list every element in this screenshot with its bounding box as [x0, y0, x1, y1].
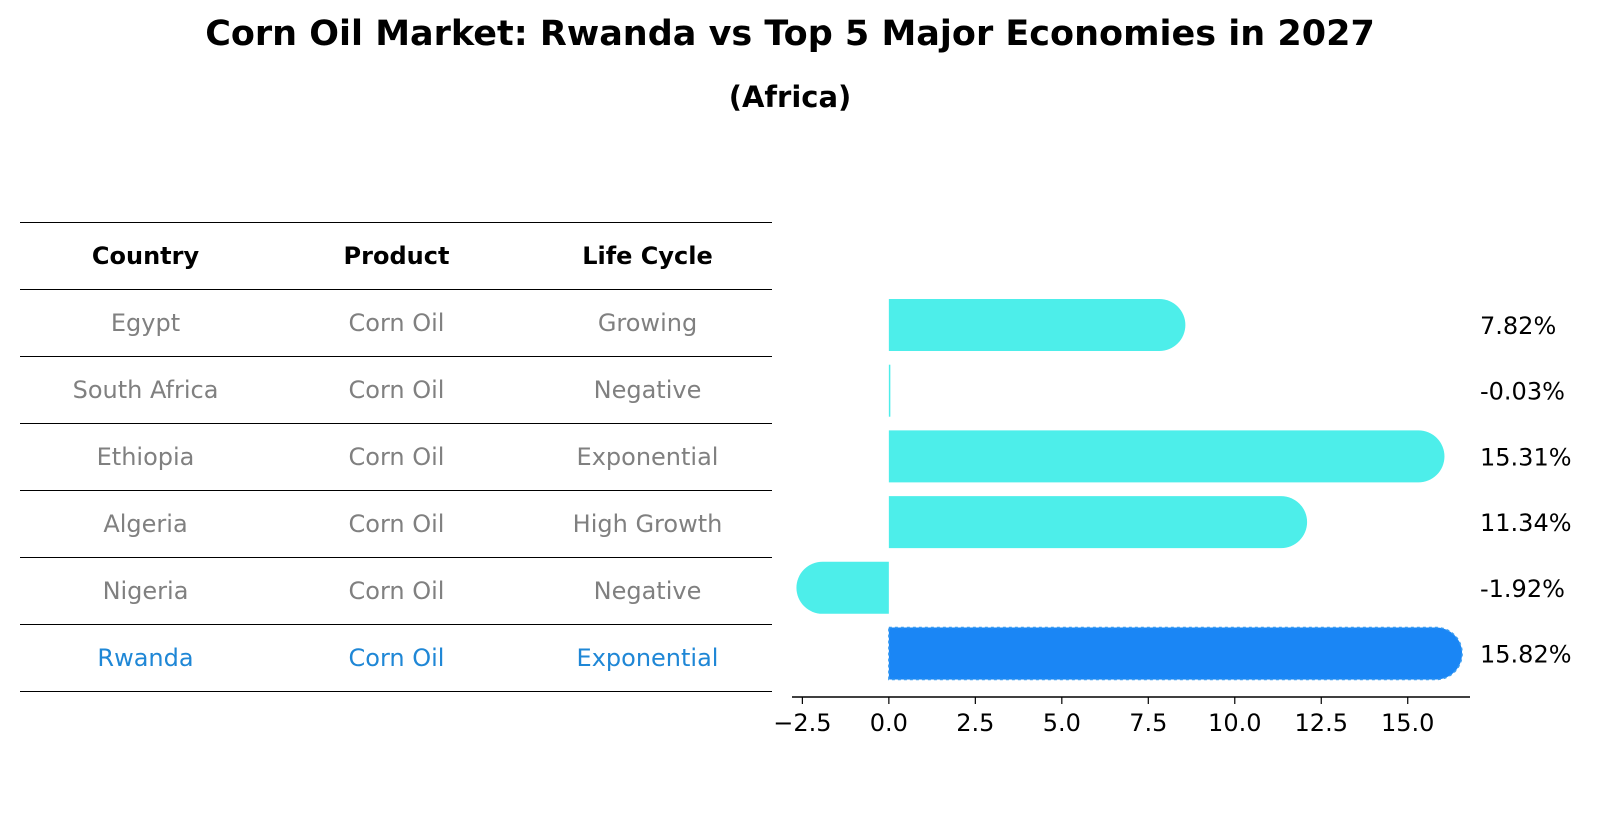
table-header-row: Country Product Life Cycle: [20, 222, 772, 289]
table-row: South Africa Corn Oil Negative: [20, 356, 772, 423]
country-cell: South Africa: [72, 376, 219, 404]
x-tick-label: 12.5: [1295, 709, 1348, 737]
product-cell: Corn Oil: [348, 644, 445, 672]
bar-highlighted: [888, 626, 1463, 681]
table-row: Egypt Corn Oil Growing: [20, 289, 772, 356]
x-tick-label: 5.0: [1043, 709, 1081, 737]
product-cell: Corn Oil: [348, 510, 445, 538]
life-cycle-cell: Growing: [597, 309, 698, 337]
x-tick-label: −2.5: [773, 709, 831, 737]
country-table: Country Product Life Cycle Egypt Corn Oi…: [20, 222, 772, 692]
bar: [888, 299, 1186, 351]
value-label: 7.82%: [1480, 312, 1556, 340]
life-cycle-cell: Negative: [593, 577, 702, 605]
product-cell: Corn Oil: [348, 309, 445, 337]
value-label: 11.34%: [1480, 509, 1572, 537]
life-cycle-cell: Exponential: [576, 644, 719, 672]
country-cell: Ethiopia: [96, 443, 195, 471]
x-tick-label: 2.5: [956, 709, 994, 737]
chart-subtitle: (Africa): [728, 80, 852, 114]
value-label: -0.03%: [1480, 378, 1565, 406]
x-tick-label: 15.0: [1381, 709, 1434, 737]
country-cell: Rwanda: [97, 644, 194, 672]
value-label: 15.31%: [1480, 443, 1572, 471]
life-cycle-cell: High Growth: [572, 510, 723, 538]
table-row: Nigeria Corn Oil Negative: [20, 557, 772, 624]
product-cell: Corn Oil: [348, 443, 445, 471]
bar: [796, 561, 889, 614]
bar: [888, 364, 891, 417]
product-cell: Corn Oil: [348, 577, 445, 605]
bar: [888, 430, 1445, 483]
x-tick-label: 10.0: [1208, 709, 1261, 737]
x-tick-label: 0.0: [870, 709, 908, 737]
column-header-country: Country: [91, 242, 200, 270]
x-tick-label: 7.5: [1129, 709, 1167, 737]
life-cycle-cell: Negative: [593, 376, 702, 404]
product-cell: Corn Oil: [348, 376, 445, 404]
country-cell: Nigeria: [102, 577, 189, 605]
bar: [888, 496, 1308, 549]
table-row-highlighted: Rwanda Corn Oil Exponential: [20, 624, 772, 692]
country-cell: Egypt: [110, 309, 181, 337]
value-label: 15.82%: [1480, 641, 1572, 669]
value-label: -1.92%: [1480, 575, 1565, 603]
column-header-product: Product: [343, 242, 450, 270]
column-header-life-cycle: Life Cycle: [582, 242, 713, 270]
chart-title: Corn Oil Market: Rwanda vs Top 5 Major E…: [205, 14, 1375, 54]
table-row: Ethiopia Corn Oil Exponential: [20, 423, 772, 490]
table-row: Algeria Corn Oil High Growth: [20, 490, 772, 557]
life-cycle-cell: Exponential: [576, 443, 719, 471]
country-cell: Algeria: [103, 510, 188, 538]
